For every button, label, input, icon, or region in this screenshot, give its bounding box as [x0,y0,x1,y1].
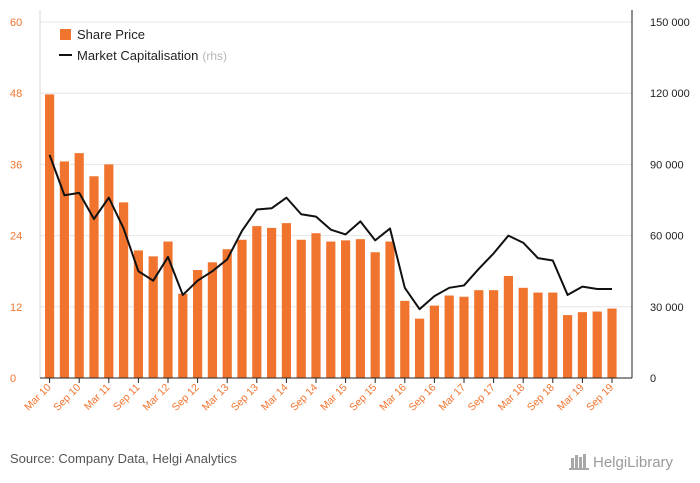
line-market-cap [48,154,612,311]
brand-name: HelgiLibrary [593,454,674,471]
bar-share-price [148,256,158,378]
y-left-tick-label: 48 [10,88,22,100]
library-logo-icon [569,454,589,470]
bar-share-price [193,270,203,378]
y-left-tick-label: 0 [10,373,16,385]
brand-logo: HelgiLibrary [569,454,674,471]
line-series [48,154,612,311]
bar-share-price [385,241,395,378]
bar-share-price [415,318,425,378]
legend-label-market-cap-suffix: (rhs) [202,49,227,63]
y-right-tick-label: 0 [650,373,656,385]
y-left-tick-label: 12 [10,302,22,314]
bars [45,94,617,379]
legend-swatch-share-price [60,29,71,40]
bar-share-price [429,305,439,378]
bar-share-price [311,233,321,378]
bar-share-price [237,239,247,378]
y-left-tick-label: 24 [10,231,22,243]
y-right-tick-label: 30 000 [650,302,684,314]
bar-share-price [104,164,114,378]
bar-share-price [267,227,277,378]
bar-share-price [326,241,336,378]
bar-share-price [178,293,188,378]
bar-share-price [533,292,543,378]
bar-share-price [252,226,262,378]
bar-share-price [400,300,410,378]
bar-share-price [89,176,99,378]
bar-share-price [281,223,291,378]
legend-label-market-cap-name: Market Capitalisation [77,48,198,63]
bar-share-price [59,161,69,378]
bar-share-price [45,94,55,379]
bar-share-price [163,241,173,378]
bar-share-price [474,290,484,378]
bar-share-price [577,312,587,378]
y-right-tick-label: 120 000 [650,88,690,100]
legend: Share Price Market Capitalisation (rhs) [59,27,227,63]
bar-share-price [459,296,469,378]
bar-share-price [563,315,573,378]
legend-label-share-price: Share Price [77,27,145,42]
y-left-tick-label: 60 [10,17,22,29]
bar-share-price [607,308,617,378]
y-axis-left: 0 12 24 36 48 60 [10,17,22,385]
bar-share-price [119,202,129,378]
bar-share-price [548,292,558,378]
bar-share-price [592,311,602,378]
source-note: Source: Company Data, Helgi Analytics [10,451,237,466]
bar-share-price [518,287,528,378]
bar-share-price [503,275,513,378]
bar-share-price [341,240,351,378]
bar-share-price [222,249,232,378]
bar-share-price [207,262,217,378]
y-right-tick-label: 150 000 [650,17,690,29]
y-axis-right: 0 30 000 60 000 90 000 120 000 150 000 [650,17,690,385]
bar-share-price [489,290,499,378]
bar-share-price [444,295,454,378]
bar-share-price [296,239,306,378]
bar-share-price [355,239,365,378]
bar-share-price [370,252,380,378]
bar-share-price [74,153,84,378]
y-right-tick-label: 60 000 [650,231,684,243]
y-left-tick-label: 36 [10,159,22,171]
legend-label-market-cap: Market Capitalisation (rhs) [77,48,227,63]
bar-share-price [133,250,143,378]
y-right-tick-label: 90 000 [650,159,684,171]
